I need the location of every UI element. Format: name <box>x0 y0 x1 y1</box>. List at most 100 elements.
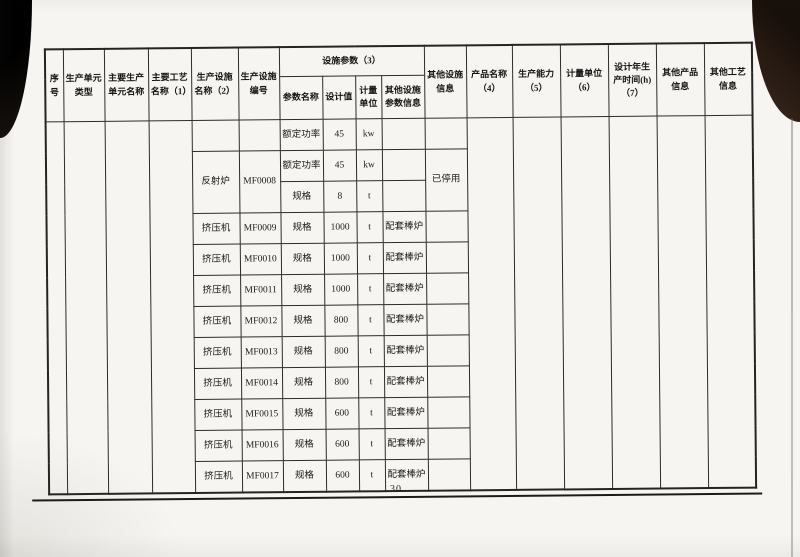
header-unit: 计量单位 <box>355 75 382 119</box>
facility-name-cell: 挤压机 <box>193 368 242 400</box>
header-unit-type: 生产单元类型 <box>62 48 105 122</box>
other-param-info-cell: 配套棒炉 <box>383 366 428 398</box>
facility-name-cell: 挤压机 <box>194 399 242 431</box>
facility-info-cell <box>426 334 469 367</box>
unit-cell: kw <box>355 149 383 181</box>
unit-cell: t <box>358 459 386 492</box>
filler-main-unit-name <box>104 120 153 494</box>
facility-code-cell: MF0017 <box>241 460 284 493</box>
facility-code-cell: MF0011 <box>240 274 282 307</box>
header-facility-code: 生产设施编号 <box>237 47 280 121</box>
facility-code-cell <box>238 119 280 152</box>
filler-product-name <box>466 117 517 491</box>
design-value-cell: 800 <box>324 304 358 337</box>
filler-main-process-name <box>148 120 196 494</box>
unit-cell: kw <box>355 118 382 150</box>
header-main-unit-name: 主要生产单元名称 <box>103 48 149 122</box>
other-param-info-cell: 配套棒炉 <box>382 242 427 274</box>
photo-corner-shadow-top-right <box>752 0 800 122</box>
unit-cell: t <box>357 335 384 367</box>
facility-info-cell <box>427 458 471 491</box>
param-name-cell: 额定功率 <box>279 150 324 182</box>
header-capacity: 生产能力（5） <box>511 44 561 118</box>
facility-info-cell <box>425 210 468 243</box>
facility-code-cell: MF0013 <box>240 336 282 369</box>
design-value-cell: 1000 <box>324 273 358 306</box>
design-value-cell: 8 <box>323 180 357 213</box>
other-param-info-cell: 配套棒炉 <box>383 273 427 305</box>
facility-code-cell: MF0009 <box>239 212 281 245</box>
header-other-facility-info: 其他设施信息 <box>423 45 467 119</box>
design-value-cell: 800 <box>324 366 359 399</box>
facility-name-cell: 挤压机 <box>193 337 241 369</box>
filler-other-process-info <box>704 115 757 489</box>
facility-code-cell: MF0015 <box>241 398 283 431</box>
facility-info-cell <box>425 241 469 274</box>
facility-code-cell: MF0012 <box>240 305 282 338</box>
design-value-cell: 600 <box>325 397 359 430</box>
filler-capacity-unit <box>560 116 613 490</box>
facility-code-cell: MF0008 <box>238 150 281 214</box>
filler-unit-type <box>63 121 109 495</box>
design-value-cell: 1000 <box>323 242 358 275</box>
unit-cell: t <box>356 211 383 243</box>
header-design-value: 设计值 <box>322 75 356 120</box>
header-other-param-info: 其他设施参数信息 <box>381 75 425 119</box>
facility-code-cell: MF0014 <box>240 367 283 400</box>
param-name-cell: 规格 <box>280 243 325 275</box>
facility-name-cell: 挤压机 <box>192 213 240 245</box>
equipment-parameters-table: 序号 生产单元类型 主要生产单元名称 主要工艺名称（1） 生产设施名称（2） 生… <box>32 41 763 502</box>
param-name-cell: 规格 <box>280 212 324 244</box>
page-edge-line <box>791 118 793 557</box>
design-value-cell: 800 <box>324 335 358 368</box>
other-param-info-cell <box>381 118 425 150</box>
header-design-hours: 设计年生产时间(h)（7） <box>607 43 657 117</box>
param-name-cell: 规格 <box>281 336 325 368</box>
design-value-cell: 45 <box>322 149 357 182</box>
unit-cell: t <box>356 242 384 274</box>
param-name-cell: 规格 <box>280 181 324 213</box>
other-param-info-cell: 配套棒炉 <box>383 304 427 336</box>
design-value-cell: 1000 <box>323 211 357 244</box>
header-main-process-name: 主要工艺名称（1） <box>147 48 192 121</box>
other-param-info-cell <box>382 180 426 212</box>
facility-info-cell <box>424 117 467 150</box>
param-name-cell: 规格 <box>282 460 327 493</box>
facility-code-cell: MF0016 <box>241 429 283 462</box>
table-header: 序号 生产单元类型 主要生产单元名称 主要工艺名称（1） 生产设施名称（2） 生… <box>44 42 753 122</box>
other-param-info-cell: 配套棒炉 <box>384 397 428 429</box>
header-facility-params-group: 设施参数（3） <box>278 45 425 77</box>
header-seq: 序号 <box>44 49 64 122</box>
header-param-name: 参数名称 <box>279 76 323 120</box>
facility-info-cell <box>426 303 469 336</box>
filler-capacity <box>512 116 565 490</box>
facility-name-cell: 挤压机 <box>194 461 243 493</box>
unit-cell: t <box>358 428 385 460</box>
header-other-product-info: 其他产品信息 <box>655 43 705 117</box>
facility-name-cell: 挤压机 <box>194 430 242 462</box>
header-facility-name: 生产设施名称（2） <box>190 47 239 121</box>
unit-cell: t <box>357 273 384 305</box>
unit-cell: t <box>357 366 385 398</box>
table-row: 额定功率 45 kw <box>45 115 757 495</box>
param-name-cell: 规格 <box>281 367 326 399</box>
unit-cell: t <box>356 180 383 212</box>
other-param-info-cell <box>381 149 426 181</box>
filler-design-hours <box>608 116 661 489</box>
param-name-cell: 规格 <box>282 398 326 430</box>
facility-name-cell: 反射炉 <box>191 151 240 214</box>
header-other-process-info: 其他工艺信息 <box>703 42 753 116</box>
param-name-cell: 额定功率 <box>279 119 323 151</box>
param-name-cell: 规格 <box>281 274 325 306</box>
other-param-info-cell: 配套棒炉 <box>383 335 427 367</box>
photo-corner-shadow-top-left <box>0 0 32 138</box>
other-param-info-cell: 配套棒炉 <box>382 211 426 243</box>
facility-info-cell <box>426 272 469 305</box>
facility-name-cell: 挤压机 <box>193 306 241 338</box>
design-value-cell: 45 <box>322 118 356 151</box>
unit-cell: t <box>357 304 384 336</box>
param-name-cell: 规格 <box>282 429 326 461</box>
header-capacity-unit: 计量单位（6） <box>559 43 609 117</box>
page-number: 30 <box>390 484 402 495</box>
facility-info-cell <box>427 427 470 460</box>
